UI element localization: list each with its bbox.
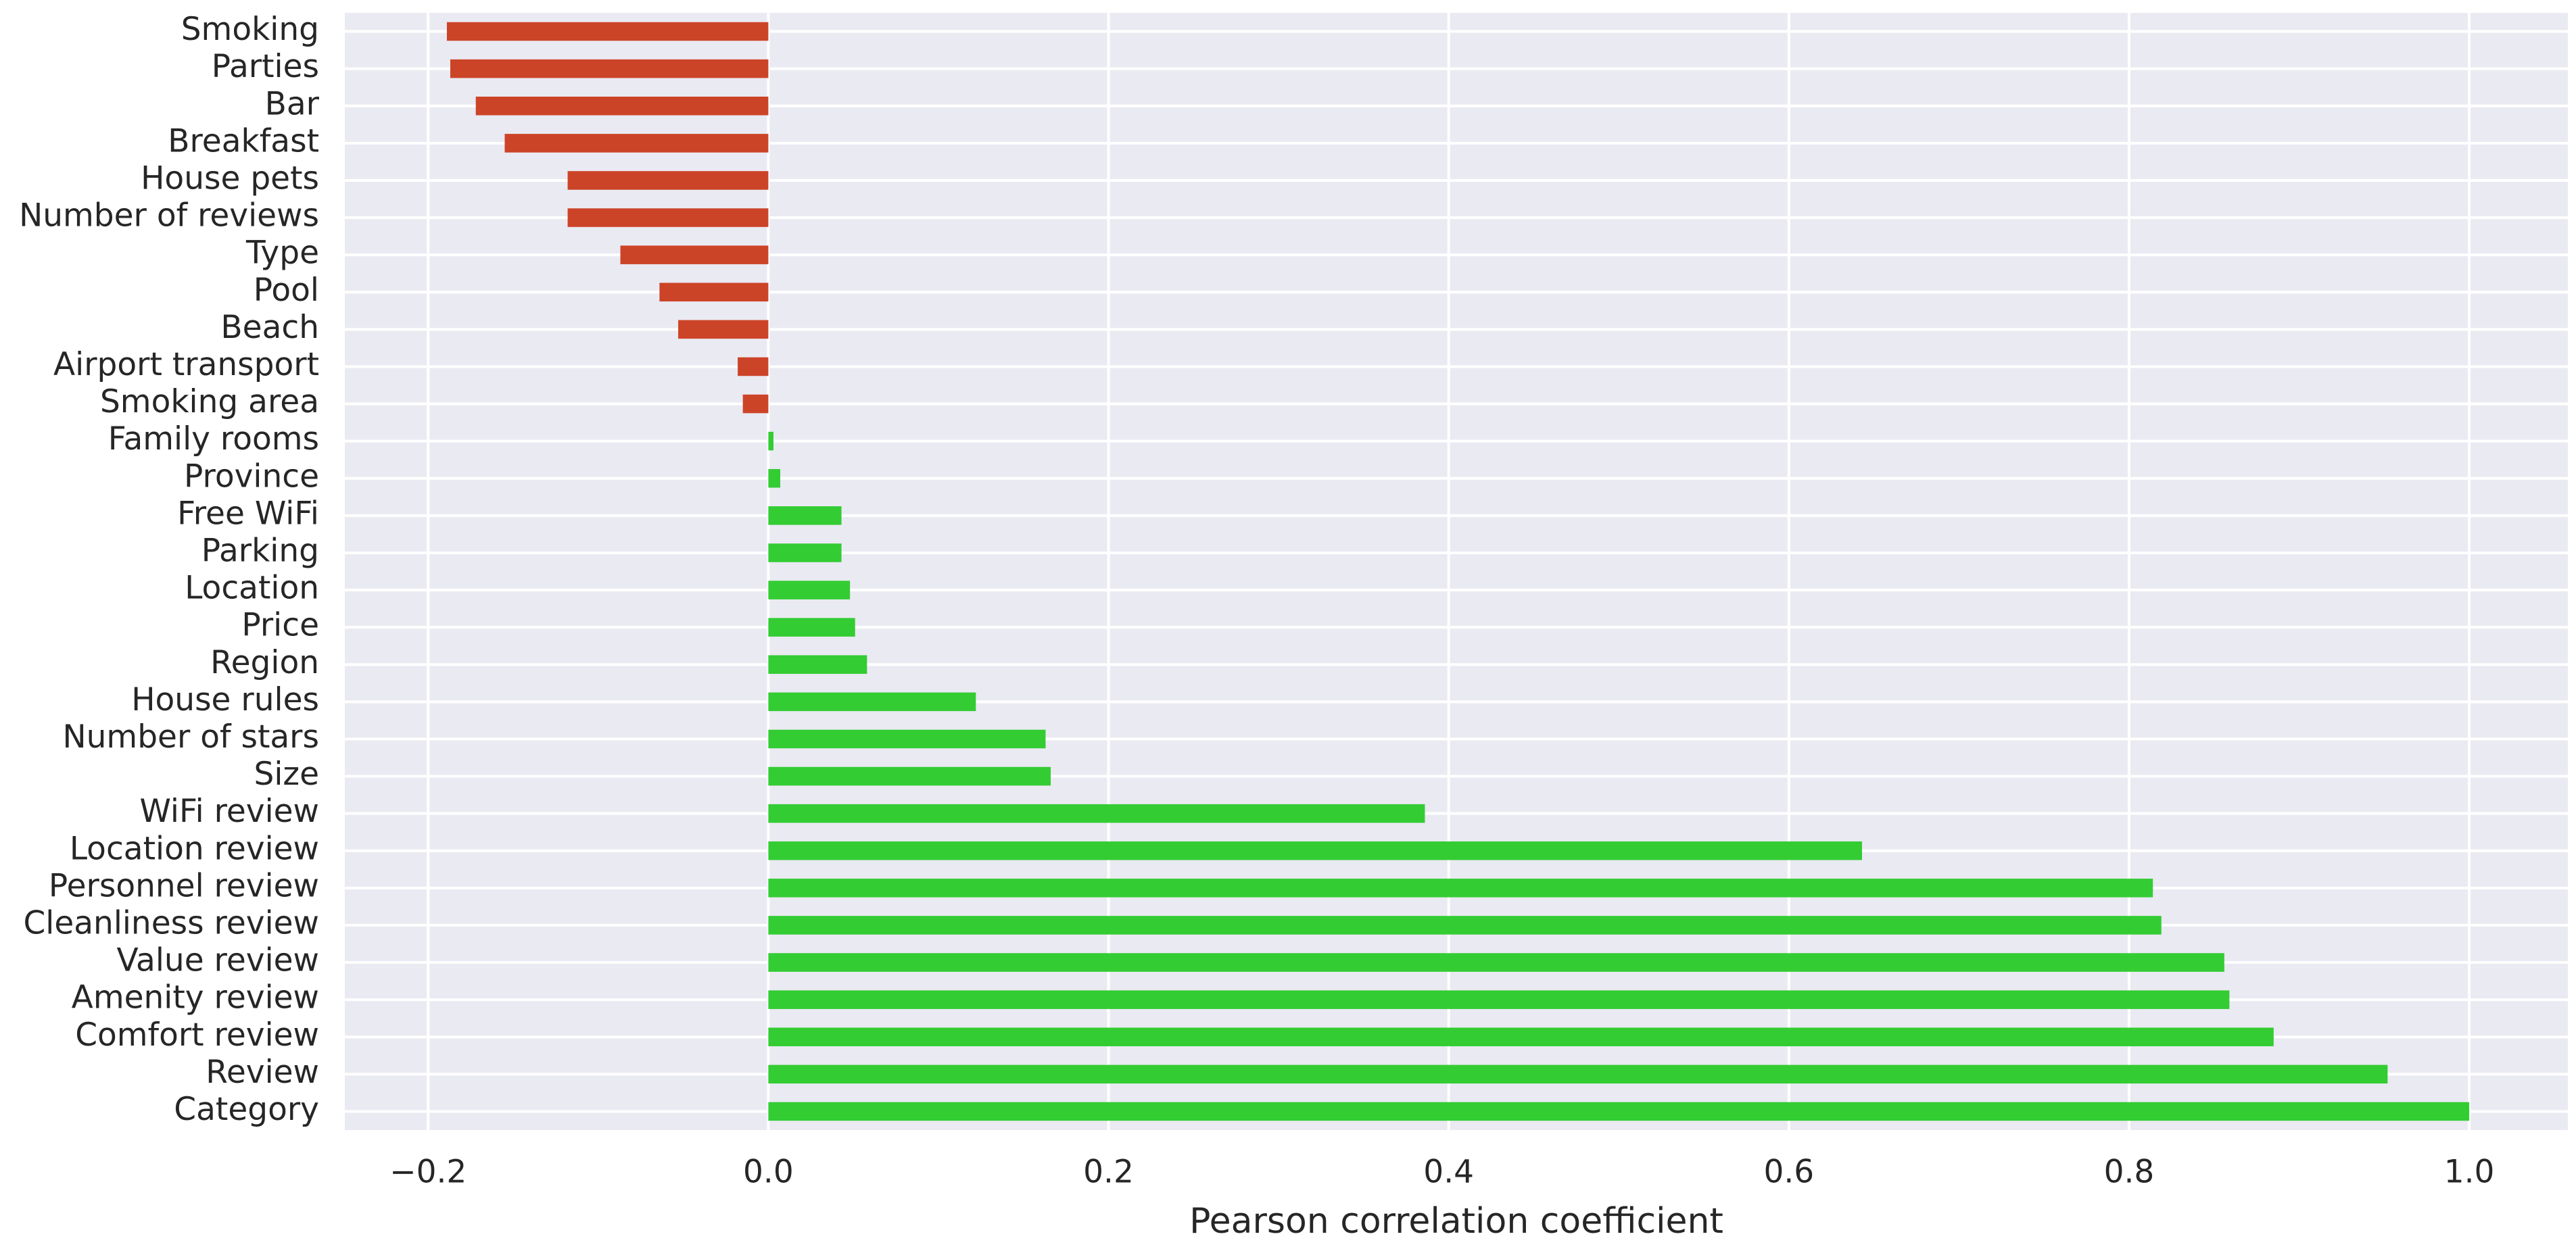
bar	[768, 804, 1425, 823]
bar	[768, 543, 842, 562]
bar	[768, 618, 855, 637]
x-axis-label: Pearson correlation coefficient	[1189, 1201, 1723, 1242]
y-tick-label: Free WiFi	[177, 495, 319, 532]
y-tick-label: Price	[241, 607, 319, 644]
y-tick-label: Review	[206, 1054, 319, 1091]
bar	[768, 1064, 2388, 1084]
bar	[742, 394, 769, 414]
y-tick-label: Bar	[265, 85, 320, 122]
y-tick-label: Amenity review	[72, 979, 319, 1017]
x-tick-label: 1.0	[2444, 1154, 2495, 1191]
x-tick-label: 0.8	[2104, 1154, 2155, 1191]
y-tick-label: Type	[245, 235, 319, 272]
bar	[768, 916, 2162, 935]
bar	[738, 357, 769, 376]
bar	[567, 208, 769, 227]
y-tick-label: House pets	[141, 160, 319, 197]
x-tick-label: 0.0	[743, 1154, 794, 1191]
y-tick-label: Value review	[117, 942, 319, 979]
y-tick-label: Category	[174, 1091, 319, 1128]
bar	[446, 22, 769, 41]
bar	[504, 134, 769, 153]
bar	[768, 990, 2230, 1009]
bar	[768, 431, 773, 451]
y-tick-label: Parties	[212, 48, 319, 85]
y-tick-label: Size	[254, 756, 319, 793]
bar	[768, 841, 1862, 860]
y-tick-label: Number of stars	[62, 718, 319, 756]
bar	[768, 879, 2153, 898]
bar	[768, 1102, 2470, 1121]
y-tick-label: House rules	[131, 681, 319, 718]
bar	[768, 655, 867, 675]
y-tick-label: Cleanliness review	[23, 904, 319, 941]
bar	[659, 283, 769, 302]
y-tick-label: Comfort review	[75, 1017, 319, 1054]
x-tick-label: 0.2	[1083, 1154, 1134, 1191]
bar	[450, 59, 769, 78]
plot-area	[345, 13, 2568, 1130]
y-tick-label: Parking	[201, 532, 319, 569]
y-tick-label: Location	[185, 570, 319, 607]
bar	[768, 729, 1046, 749]
bar	[768, 1027, 2274, 1047]
x-tick-label: 0.4	[1423, 1154, 1474, 1191]
bar	[768, 953, 2224, 972]
y-tick-label: Airport transport	[53, 346, 319, 383]
bar	[768, 581, 851, 599]
bar	[678, 320, 769, 339]
bar	[768, 506, 842, 525]
y-tick-label: Number of reviews	[19, 197, 319, 235]
y-tick-label: Beach	[220, 309, 319, 346]
y-tick-label: Personnel review	[49, 867, 319, 904]
y-tick-label: Smoking area	[100, 383, 319, 420]
y-tick-label: Pool	[254, 272, 319, 309]
y-tick-label: Family rooms	[108, 420, 319, 458]
y-tick-label: Province	[184, 458, 319, 495]
y-tick-label: Region	[210, 644, 319, 681]
bar	[475, 96, 769, 116]
y-tick-label: Breakfast	[168, 122, 319, 160]
x-tick-label: −0.2	[389, 1154, 467, 1191]
bar	[768, 468, 781, 488]
bar	[567, 171, 769, 190]
bar	[768, 766, 1051, 786]
y-tick-label: Smoking	[181, 11, 319, 48]
y-tick-label: WiFi review	[139, 793, 319, 830]
bar	[768, 692, 976, 712]
bar	[620, 245, 769, 264]
y-tick-label: Location review	[70, 830, 319, 867]
x-tick-label: 0.6	[1763, 1154, 1814, 1191]
